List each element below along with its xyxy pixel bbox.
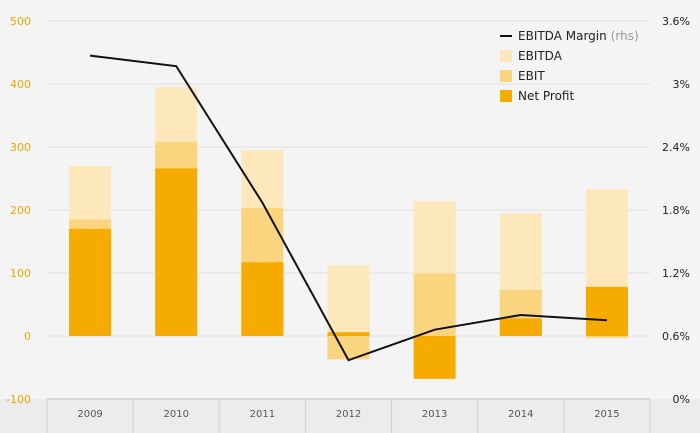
y-left-tick-label: 200 bbox=[10, 204, 31, 217]
legend-label-ebitda-margin: EBITDA Margin (rhs) bbox=[518, 29, 639, 43]
legend-swatch-ebitda bbox=[500, 50, 512, 62]
axes bbox=[0, 398, 700, 433]
bar-net-profit-2015 bbox=[585, 286, 628, 336]
y-right-tick-label: 0% bbox=[673, 393, 690, 406]
y-right-tick-label: 1.2% bbox=[662, 267, 690, 280]
y-right-tick-label: 2.4% bbox=[662, 141, 690, 154]
x-tick-label: 2012 bbox=[336, 409, 361, 420]
bar-net-profit-2009 bbox=[69, 228, 112, 336]
x-tick-label: 2014 bbox=[508, 409, 533, 420]
y-right-tick-label: 0.6% bbox=[662, 330, 690, 343]
legend-swatch-ebit bbox=[500, 70, 512, 82]
y-left-tick-label: -100 bbox=[6, 393, 31, 406]
bar-net-profit-2012 bbox=[327, 332, 370, 336]
gridlines bbox=[47, 20, 650, 337]
bar-net-profit-2013 bbox=[413, 336, 456, 379]
bar-net-profit-2014 bbox=[499, 318, 542, 336]
legend-swatch-net-profit bbox=[500, 90, 512, 102]
x-tick-label: 2015 bbox=[594, 409, 619, 420]
x-tick-label: 2009 bbox=[77, 409, 102, 420]
y-right-tick-label: 3% bbox=[673, 78, 690, 91]
y-right-tick-label: 1.8% bbox=[662, 204, 690, 217]
bars bbox=[69, 87, 628, 379]
bar-net-profit-2011 bbox=[241, 262, 284, 336]
y-left-tick-label: 300 bbox=[10, 141, 31, 154]
bar-net-profit-2010 bbox=[155, 168, 198, 336]
x-axis-band bbox=[0, 399, 700, 433]
y-left-tick-label: 100 bbox=[10, 267, 31, 280]
y-left-tick-label: 400 bbox=[10, 78, 31, 91]
tick-labels: -100 0 100 200 300 400 500 0% 0.6% 1.2% 1.8% 2.4% 3%… bbox=[6, 15, 690, 420]
margin-line-group bbox=[89, 54, 607, 362]
legend: EBITDA Margin (rhs) EBITDA EBIT Net Profit bbox=[500, 29, 639, 103]
legend-label-ebit: EBIT bbox=[518, 69, 545, 83]
legend-label-ebitda: EBITDA bbox=[518, 49, 563, 63]
x-tick-label: 2013 bbox=[422, 409, 447, 420]
x-tick-label: 2010 bbox=[163, 409, 188, 420]
legend-series-note: (rhs) bbox=[611, 29, 639, 43]
legend-series-name: EBITDA Margin bbox=[518, 29, 607, 43]
legend-label-net-profit: Net Profit bbox=[518, 89, 574, 103]
x-tick-label: 2011 bbox=[250, 409, 275, 420]
bar-ebit-2013 bbox=[413, 273, 456, 336]
bar-ebitda-2012 bbox=[327, 265, 370, 336]
y-right-tick-label: 3.6% bbox=[662, 15, 690, 28]
y-left-tick-label: 0 bbox=[24, 330, 31, 343]
y-left-tick-label: 500 bbox=[10, 15, 31, 28]
bar-ebit-2015 bbox=[585, 336, 628, 338]
